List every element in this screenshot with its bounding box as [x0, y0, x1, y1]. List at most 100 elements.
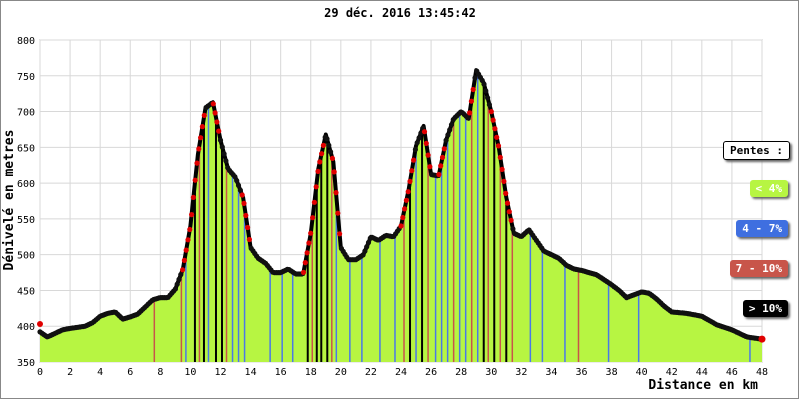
track-point — [331, 169, 337, 175]
track-point — [172, 286, 178, 292]
track-point — [510, 226, 516, 232]
track-point — [448, 122, 455, 128]
track-point — [490, 117, 496, 123]
track-point — [221, 151, 227, 157]
track-point — [485, 95, 491, 101]
track-point — [483, 88, 489, 94]
y-tick-label: 450 — [17, 286, 35, 297]
track-point — [445, 132, 451, 138]
track-point — [411, 157, 417, 163]
track-point — [472, 75, 478, 81]
track-point — [317, 159, 323, 165]
track-point — [214, 119, 220, 125]
track-point — [310, 215, 316, 221]
track-point — [304, 250, 310, 256]
slope-stripe-layer — [153, 72, 751, 362]
x-tick-label: 40 — [636, 367, 648, 378]
x-tick-label: 0 — [37, 367, 43, 378]
y-axis-label: Dénivelé en metres — [2, 130, 17, 271]
y-tick-label: 800 — [17, 36, 35, 47]
y-tick-label: 400 — [17, 322, 35, 333]
outline-layer — [37, 68, 766, 343]
x-tick-label: 36 — [575, 367, 587, 378]
track-point — [198, 135, 204, 141]
track-point — [423, 140, 429, 146]
x-tick-label: 6 — [127, 367, 133, 378]
track-point — [235, 182, 242, 188]
track-point — [403, 197, 409, 203]
track-point — [212, 110, 218, 116]
start-marker — [37, 320, 43, 327]
track-point — [427, 164, 433, 170]
track-point — [447, 127, 453, 133]
track-point — [439, 154, 446, 160]
track-point — [199, 124, 205, 130]
track-point — [416, 135, 422, 141]
track-point — [308, 230, 314, 236]
track-point — [337, 231, 343, 237]
track-point — [176, 276, 182, 282]
track-point — [488, 109, 494, 115]
track-point — [319, 151, 325, 157]
legend-item-less-4: < 4% — [749, 180, 788, 197]
track-point — [185, 237, 191, 243]
x-tick-label: 26 — [425, 367, 437, 378]
track-point — [402, 206, 408, 212]
track-point — [192, 177, 198, 183]
track-point — [468, 98, 474, 104]
x-tick-label: 42 — [666, 367, 678, 378]
track-point — [210, 101, 216, 107]
track-point — [508, 217, 514, 223]
track-point — [499, 166, 505, 172]
track-point — [412, 146, 418, 153]
track-point — [311, 199, 317, 205]
track-point — [495, 143, 502, 149]
track-point — [443, 137, 449, 143]
track-point — [441, 146, 447, 152]
track-point — [180, 267, 186, 273]
track-point — [239, 192, 245, 198]
track-point — [425, 152, 431, 158]
x-tick-label: 16 — [275, 367, 287, 378]
track-point — [504, 200, 511, 206]
x-tick-label: 4 — [97, 367, 103, 378]
track-point — [216, 128, 222, 134]
x-tick-label: 24 — [395, 367, 407, 378]
track-point — [232, 174, 238, 180]
track-point — [364, 244, 370, 250]
x-tick-label: 2 — [67, 367, 73, 378]
x-tick-label: 32 — [515, 367, 527, 378]
x-tick-label: 28 — [455, 367, 467, 378]
track-point — [243, 212, 249, 219]
x-tick-label: 10 — [184, 367, 196, 378]
y-tick-label: 500 — [17, 251, 35, 262]
track-point — [302, 260, 308, 266]
track-point — [246, 236, 252, 243]
track-point — [481, 81, 487, 87]
y-tick-label: 650 — [17, 143, 35, 154]
legend-item-over-10: > 10% — [742, 300, 788, 317]
x-tick-label: 8 — [157, 367, 163, 378]
x-tick-label: 48 — [756, 367, 768, 378]
track-point — [501, 178, 507, 184]
track-point — [365, 239, 372, 246]
track-point — [405, 189, 411, 195]
x-axis-label: Distance en km — [648, 378, 758, 393]
y-tick-label: 600 — [17, 179, 35, 190]
legend-item-4-7: 4 - 7% — [736, 220, 788, 237]
track-point — [189, 212, 195, 218]
track-point — [219, 144, 225, 150]
track-point — [492, 126, 498, 132]
track-point — [486, 102, 492, 108]
track-point — [414, 140, 420, 146]
track-point — [436, 171, 442, 178]
track-point — [465, 115, 471, 121]
track-point — [470, 86, 476, 93]
track-point — [438, 163, 444, 169]
track-point — [178, 272, 184, 278]
track-point — [315, 168, 321, 174]
x-tick-label: 44 — [696, 367, 708, 378]
track-point — [194, 160, 200, 166]
